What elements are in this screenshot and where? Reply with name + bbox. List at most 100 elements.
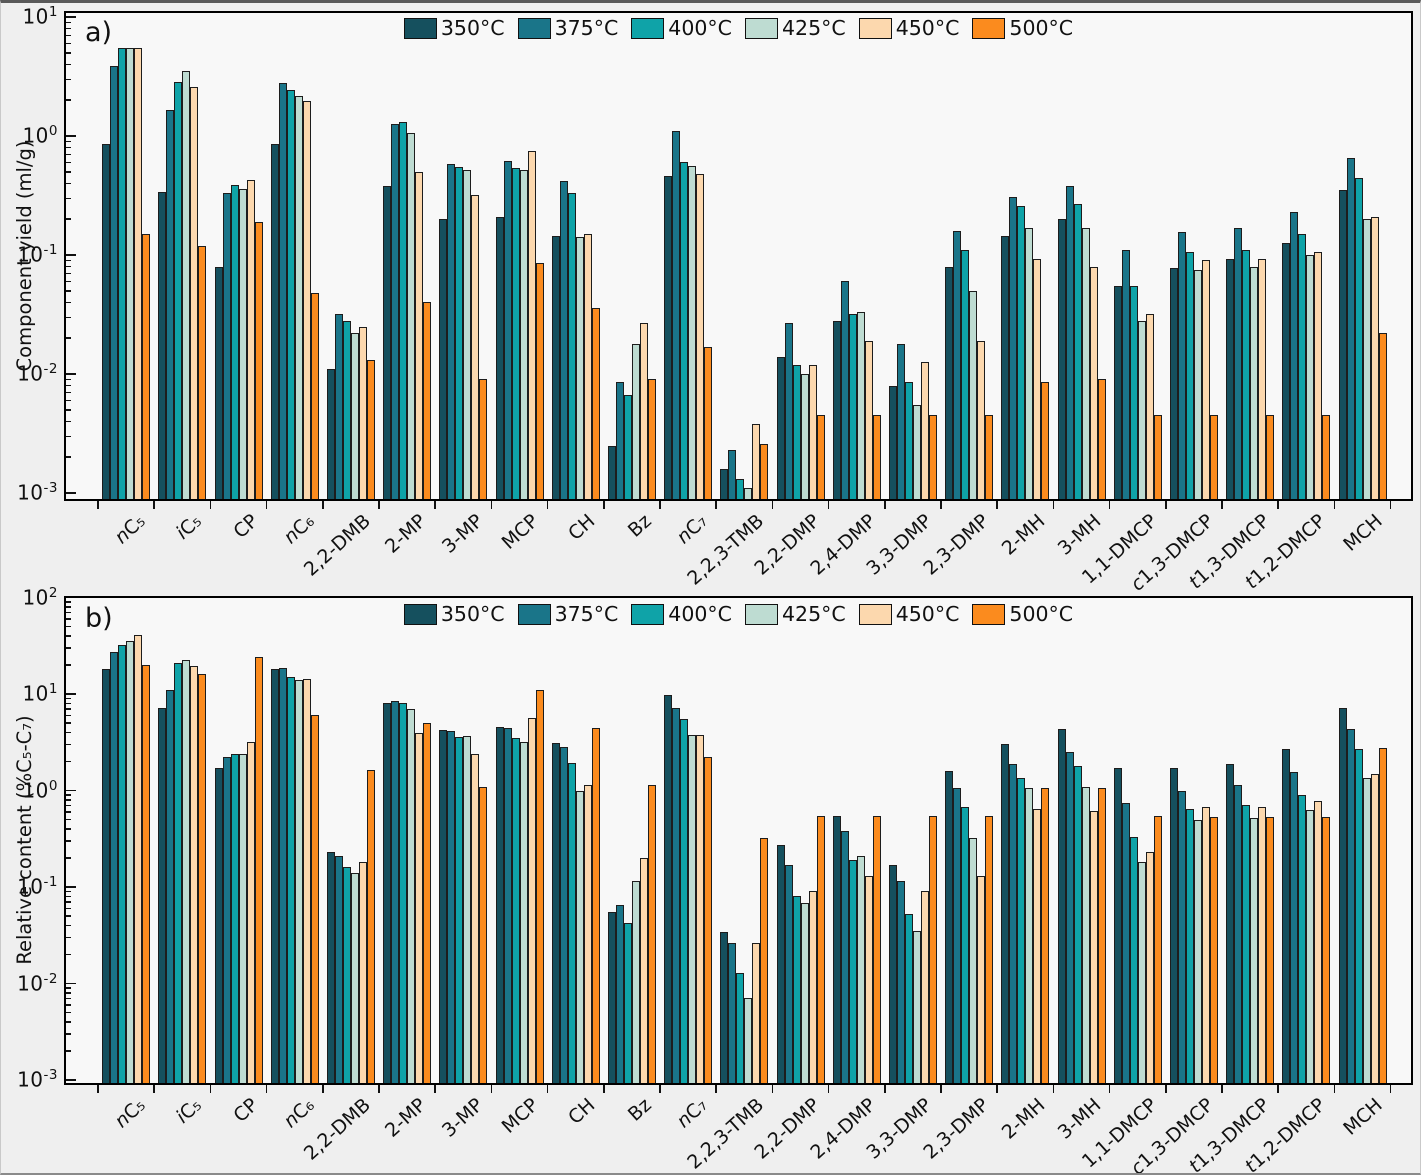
legend-swatch-450c bbox=[858, 17, 892, 39]
bar bbox=[1081, 227, 1090, 500]
x-category-label: MCH bbox=[1338, 1094, 1387, 1140]
bar bbox=[591, 307, 600, 500]
bar bbox=[1322, 415, 1331, 500]
x-tick bbox=[1221, 1084, 1223, 1093]
bar bbox=[1033, 259, 1042, 500]
x-tick bbox=[1164, 1084, 1167, 1093]
bar bbox=[856, 312, 865, 500]
y-minor-tick bbox=[66, 794, 71, 796]
bar bbox=[1290, 211, 1299, 500]
bar bbox=[1322, 817, 1331, 1084]
bar bbox=[672, 707, 681, 1084]
bar bbox=[479, 786, 488, 1084]
bar bbox=[1041, 788, 1050, 1084]
bar bbox=[1226, 259, 1235, 500]
bar bbox=[342, 867, 351, 1084]
bar bbox=[816, 815, 825, 1084]
y-minor-tick bbox=[66, 890, 71, 893]
bar bbox=[631, 881, 640, 1084]
bar bbox=[688, 734, 697, 1084]
x-category-label: CP bbox=[229, 510, 263, 543]
bar bbox=[415, 733, 424, 1084]
legend-swatch-500c bbox=[972, 17, 1006, 39]
y-minor-tick bbox=[66, 828, 71, 830]
y-minor-tick bbox=[66, 818, 71, 821]
x-tick bbox=[490, 500, 493, 509]
bar bbox=[1185, 252, 1194, 500]
bar bbox=[1113, 768, 1122, 1084]
bar bbox=[792, 364, 801, 500]
bar bbox=[1258, 259, 1267, 500]
bar bbox=[953, 788, 962, 1084]
bar bbox=[728, 449, 737, 500]
x-tick bbox=[715, 1084, 718, 1093]
x-category-label: 2-MP bbox=[381, 510, 431, 558]
bar bbox=[575, 236, 584, 500]
bar bbox=[1073, 765, 1082, 1084]
bar bbox=[912, 930, 921, 1084]
y-minor-tick bbox=[66, 391, 71, 394]
bar bbox=[969, 290, 978, 500]
legend-swatch-350c bbox=[403, 17, 437, 39]
y-major-tick bbox=[66, 1079, 76, 1081]
bar bbox=[158, 708, 167, 1084]
bar bbox=[1009, 196, 1018, 500]
legend-label: 400°C bbox=[668, 602, 732, 626]
legend-label: 450°C bbox=[895, 16, 960, 40]
y-tick-label: 101 bbox=[22, 4, 58, 29]
bar bbox=[744, 488, 753, 500]
y-minor-tick bbox=[66, 290, 71, 292]
x-tick bbox=[434, 500, 437, 509]
x-tick bbox=[1389, 500, 1392, 509]
bar bbox=[896, 881, 905, 1084]
x-tick bbox=[883, 500, 886, 509]
x-tick bbox=[1052, 500, 1055, 509]
bar bbox=[864, 876, 873, 1084]
bar bbox=[680, 162, 689, 500]
bar bbox=[840, 281, 849, 500]
bar bbox=[888, 864, 897, 1084]
x-category-label: iC₅ bbox=[171, 510, 207, 544]
y-minor-tick bbox=[66, 27, 71, 30]
bar bbox=[126, 641, 135, 1084]
bar bbox=[158, 191, 167, 500]
x-tick bbox=[265, 1084, 268, 1093]
bar bbox=[238, 753, 247, 1084]
bar bbox=[527, 718, 536, 1084]
bar bbox=[567, 193, 576, 500]
x-tick bbox=[827, 500, 830, 509]
y-minor-tick bbox=[66, 731, 71, 734]
legend-label: 350°C bbox=[440, 602, 505, 626]
legend-label: 425°C bbox=[782, 602, 846, 626]
x-category-label: CH bbox=[564, 510, 600, 545]
bar bbox=[864, 340, 873, 500]
bar bbox=[800, 903, 809, 1084]
y-tick-label: 10-3 bbox=[17, 480, 58, 505]
y-minor-tick bbox=[66, 708, 71, 710]
bar bbox=[1025, 788, 1034, 1084]
bar bbox=[1226, 763, 1235, 1084]
bar bbox=[928, 815, 937, 1084]
bar bbox=[784, 864, 793, 1084]
x-category-label: nC₇ bbox=[672, 510, 712, 549]
y-minor-tick bbox=[66, 171, 71, 173]
bar bbox=[391, 700, 400, 1084]
legend-swatch-450c bbox=[858, 603, 892, 625]
bar bbox=[920, 362, 929, 500]
bar bbox=[872, 815, 881, 1084]
bar bbox=[808, 891, 817, 1084]
y-minor-tick bbox=[66, 702, 71, 705]
bar bbox=[832, 815, 841, 1084]
y-minor-tick bbox=[66, 635, 71, 637]
bar bbox=[1258, 806, 1267, 1084]
y-tick-label: 10-2 bbox=[17, 970, 58, 996]
bar bbox=[696, 173, 705, 500]
bar bbox=[366, 360, 375, 500]
bar bbox=[310, 292, 319, 500]
bar bbox=[326, 369, 335, 500]
bar bbox=[1041, 382, 1050, 500]
y-minor-tick bbox=[66, 52, 71, 54]
bar bbox=[856, 855, 865, 1084]
bar bbox=[447, 731, 456, 1084]
legend-item-450c: 450°C bbox=[858, 602, 959, 626]
